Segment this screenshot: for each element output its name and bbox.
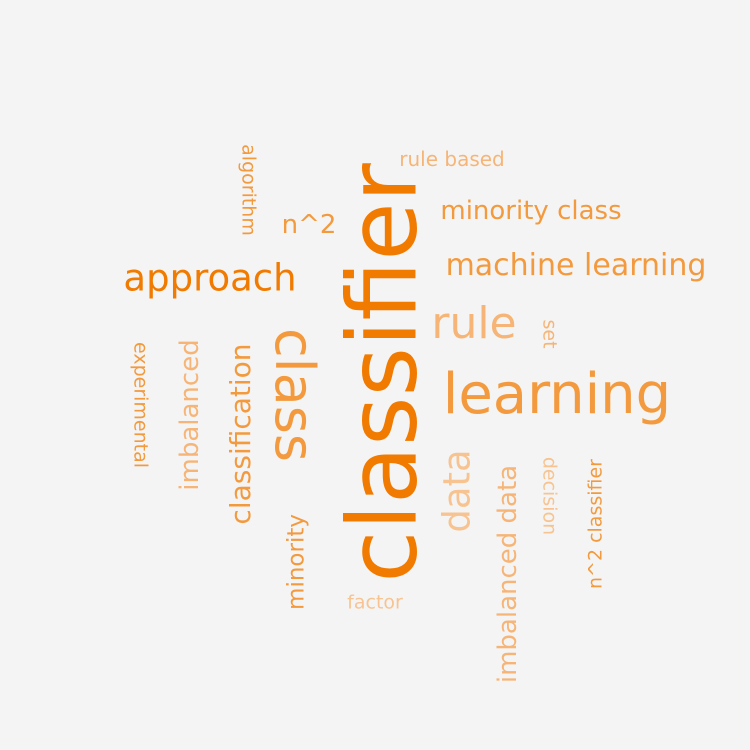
word-class: class	[263, 327, 326, 463]
word-imbalanced: imbalanced	[175, 339, 205, 491]
word-decision: decision	[538, 456, 561, 536]
word-rule-based: rule based	[399, 147, 505, 171]
word-experimental: experimental	[129, 341, 152, 469]
word-rule: rule	[431, 298, 517, 349]
word-n2-classifier: n^2 classifier	[584, 458, 607, 590]
word-set: set	[538, 319, 561, 349]
word-algorithm: algorithm	[237, 144, 260, 236]
word-minority: minority	[283, 514, 310, 610]
word-imbalanced-data: imbalanced data	[493, 464, 523, 684]
word-classification: classification	[224, 343, 257, 525]
word-minority-class: minority class	[440, 196, 622, 226]
word-machine-learning: machine learning	[445, 248, 707, 283]
word-n2: n^2	[281, 210, 337, 240]
word-classifier: classifier	[328, 163, 439, 583]
word-factor: factor	[347, 591, 403, 614]
word-learning: learning	[442, 362, 672, 427]
word-data: data	[435, 449, 479, 533]
word-approach: approach	[123, 256, 297, 300]
